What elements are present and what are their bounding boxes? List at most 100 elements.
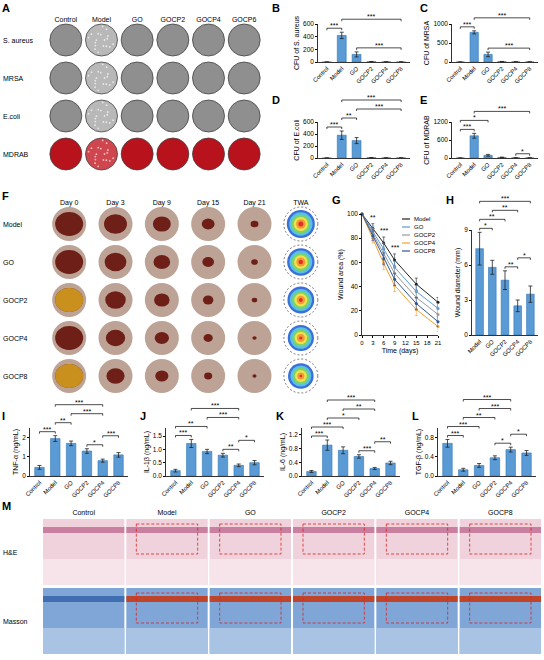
svg-text:GOCP2: GOCP2	[321, 509, 346, 516]
svg-text:GOCP4: GOCP4	[414, 240, 436, 246]
svg-text:Masson: Masson	[3, 618, 28, 625]
svg-text:J: J	[140, 410, 146, 422]
svg-text:S. aureus: S. aureus	[3, 37, 33, 44]
svg-text:***: ***	[391, 244, 399, 251]
svg-text:CFU of MRSA: CFU of MRSA	[423, 21, 430, 66]
svg-text:GOCP8: GOCP8	[513, 65, 533, 85]
svg-text:Model: Model	[157, 509, 177, 516]
svg-text:1000: 1000	[433, 20, 448, 27]
svg-text:200: 200	[303, 142, 314, 149]
svg-text:GOCP4: GOCP4	[196, 16, 221, 23]
svg-text:***: ***	[463, 21, 471, 28]
svg-text:60: 60	[351, 259, 359, 266]
svg-text:Control: Control	[296, 480, 314, 498]
svg-text:***: ***	[330, 121, 338, 128]
svg-text:*: *	[473, 114, 476, 121]
svg-text:21: 21	[435, 340, 442, 346]
svg-text:GO: GO	[132, 16, 143, 23]
svg-text:Wound area (%): Wound area (%)	[337, 249, 345, 300]
svg-text:M: M	[2, 500, 11, 512]
svg-text:Model: Model	[178, 480, 194, 496]
svg-text:9: 9	[393, 340, 397, 346]
svg-text:0.0: 0.0	[153, 472, 162, 479]
svg-text:GO: GO	[484, 338, 495, 349]
svg-text:Day 3: Day 3	[106, 199, 124, 207]
svg-text:Time (days): Time (days)	[382, 347, 419, 355]
svg-text:1.5: 1.5	[153, 432, 162, 439]
svg-text:***: ***	[380, 227, 388, 234]
svg-text:0: 0	[354, 331, 358, 338]
svg-text:GO: GO	[414, 224, 424, 230]
svg-text:GOCP4: GOCP4	[500, 161, 520, 181]
svg-text:GOCP2: GOCP2	[3, 297, 28, 304]
svg-text:*: *	[484, 222, 487, 229]
svg-text:G: G	[332, 194, 341, 206]
svg-text:0.8: 0.8	[425, 434, 434, 441]
svg-text:80: 80	[351, 234, 359, 241]
svg-text:GOCP8: GOCP8	[374, 479, 394, 499]
svg-text:0: 0	[22, 472, 26, 479]
svg-text:GOCP4: GOCP4	[370, 65, 390, 85]
svg-text:Control: Control	[160, 480, 178, 498]
svg-text:1.2: 1.2	[289, 431, 298, 438]
svg-text:0: 0	[464, 331, 468, 338]
svg-text:Control: Control	[312, 162, 330, 180]
svg-text:GOCP2: GOCP2	[71, 479, 91, 499]
svg-text:TNF-α (ng/mL): TNF-α (ng/mL)	[12, 429, 20, 475]
svg-text:Day 0: Day 0	[60, 199, 78, 207]
svg-text:***: ***	[75, 399, 83, 406]
svg-text:*: *	[342, 412, 345, 419]
svg-text:GOCP8: GOCP8	[488, 509, 513, 516]
svg-text:Model: Model	[42, 480, 58, 496]
svg-text:15: 15	[413, 340, 420, 346]
svg-text:18: 18	[424, 340, 431, 346]
svg-text:*: *	[245, 434, 248, 441]
svg-text:**: **	[60, 417, 66, 424]
svg-text:GO: GO	[245, 509, 256, 516]
svg-text:***: ***	[347, 394, 355, 401]
svg-text:***: ***	[375, 103, 383, 110]
svg-text:100: 100	[347, 210, 358, 217]
svg-text:GOCP4: GOCP4	[3, 335, 28, 342]
svg-text:K: K	[276, 410, 284, 422]
svg-text:GOCP6: GOCP6	[232, 16, 257, 23]
svg-text:***: ***	[498, 105, 506, 112]
svg-text:1200: 1200	[433, 118, 448, 125]
svg-text:0.0: 0.0	[425, 472, 434, 479]
svg-text:GOCP8: GOCP8	[514, 338, 534, 358]
svg-text:40: 40	[351, 283, 359, 290]
svg-text:*: *	[501, 437, 504, 444]
svg-text:CFU of E.coli: CFU of E.coli	[293, 119, 300, 161]
svg-text:H&E: H&E	[3, 549, 18, 556]
svg-text:GOCP4: GOCP4	[222, 479, 242, 499]
svg-text:0.4: 0.4	[425, 453, 434, 460]
svg-text:B: B	[272, 2, 280, 14]
svg-text:**: **	[476, 412, 482, 419]
svg-text:0.8: 0.8	[289, 445, 298, 452]
svg-text:GO: GO	[471, 479, 482, 490]
svg-text:***: ***	[367, 13, 375, 20]
svg-text:Day 15: Day 15	[197, 199, 219, 207]
svg-text:**: **	[356, 403, 362, 410]
svg-text:9: 9	[464, 226, 468, 233]
svg-text:E: E	[420, 94, 427, 106]
svg-text:**: **	[188, 420, 194, 427]
svg-text:***: ***	[315, 430, 323, 437]
svg-text:GOCP2: GOCP2	[414, 232, 436, 238]
svg-text:GOCP4: GOCP4	[405, 509, 430, 516]
svg-text:GOCP2: GOCP2	[489, 338, 509, 358]
svg-text:Model: Model	[329, 162, 345, 178]
svg-text:0.5: 0.5	[153, 459, 162, 466]
svg-text:***: ***	[463, 123, 471, 130]
svg-text:Control: Control	[312, 66, 330, 84]
svg-text:1: 1	[22, 453, 26, 460]
svg-text:***: ***	[211, 402, 219, 409]
svg-text:400: 400	[303, 33, 314, 40]
svg-text:GOCP4: GOCP4	[494, 479, 514, 499]
svg-text:F: F	[2, 190, 9, 202]
svg-text:600: 600	[303, 20, 314, 27]
svg-text:GO: GO	[480, 65, 491, 76]
svg-text:GOCP2: GOCP2	[486, 65, 506, 85]
svg-text:GOCP2: GOCP2	[355, 161, 375, 181]
svg-text:GOCP8: GOCP8	[414, 248, 436, 254]
